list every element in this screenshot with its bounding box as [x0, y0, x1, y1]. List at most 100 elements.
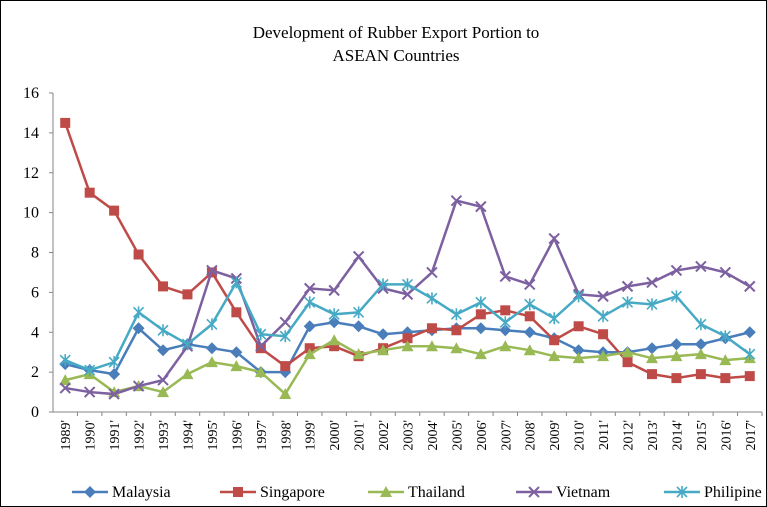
marker	[524, 311, 535, 322]
marker	[59, 382, 71, 394]
marker	[548, 350, 561, 362]
x-tick-label: 2002'	[377, 420, 392, 451]
x-tick-label: 2006'	[475, 420, 490, 451]
marker	[328, 316, 341, 329]
marker	[573, 321, 584, 332]
marker	[59, 374, 72, 386]
marker	[279, 316, 291, 328]
marker	[474, 322, 487, 335]
marker	[84, 364, 96, 377]
marker	[108, 368, 121, 381]
marker	[108, 356, 120, 369]
marker	[598, 329, 609, 340]
marker	[304, 296, 316, 309]
marker	[744, 280, 756, 293]
marker	[573, 290, 585, 303]
marker	[133, 306, 145, 319]
marker	[528, 486, 540, 498]
marker	[205, 356, 218, 368]
marker	[597, 310, 609, 323]
marker	[670, 338, 683, 351]
legend-label: Vietnam	[556, 484, 611, 501]
marker	[676, 486, 688, 498]
marker	[158, 281, 169, 292]
marker	[157, 374, 169, 386]
x-tick-label: 1992'	[133, 420, 148, 451]
marker	[475, 309, 486, 320]
marker	[670, 350, 683, 362]
x-tick-label: 2011'	[597, 420, 612, 450]
x-tick-label: 2017'	[744, 420, 759, 451]
legend-label: Singapore	[260, 484, 325, 501]
marker	[83, 386, 96, 398]
marker	[499, 340, 512, 352]
marker	[279, 330, 291, 343]
marker	[425, 340, 438, 352]
marker	[352, 320, 365, 333]
marker	[743, 326, 756, 339]
marker	[523, 344, 536, 356]
marker	[450, 194, 463, 207]
x-tick-label: 2014'	[670, 420, 685, 451]
marker	[499, 270, 512, 283]
marker	[500, 305, 511, 316]
legend-label: Philipine	[704, 484, 762, 501]
marker	[475, 200, 487, 213]
x-tick-label: 2007'	[499, 420, 514, 451]
y-tick-label: 8	[31, 245, 39, 262]
marker	[280, 361, 291, 372]
marker	[621, 296, 634, 309]
x-tick-label: 2005'	[450, 420, 465, 451]
x-tick-label: 1995'	[206, 420, 221, 451]
marker	[230, 360, 243, 372]
x-tick-label: 1990'	[84, 420, 99, 451]
marker	[108, 388, 120, 400]
marker	[670, 264, 683, 277]
marker	[451, 325, 462, 336]
marker	[353, 306, 365, 319]
x-tick-label: 1991'	[108, 420, 123, 451]
marker	[377, 344, 390, 356]
marker	[279, 388, 292, 400]
x-tick-label: 2010'	[573, 420, 588, 451]
marker	[474, 348, 487, 360]
marker	[720, 373, 731, 384]
marker	[303, 282, 316, 295]
x-tick-label: 1994'	[181, 420, 196, 451]
marker	[380, 486, 392, 497]
marker	[450, 308, 462, 321]
marker	[84, 187, 95, 198]
marker	[646, 298, 658, 311]
marker	[205, 342, 218, 355]
marker	[524, 278, 536, 291]
chart-title: Development of Rubber Export Portion to	[253, 23, 540, 42]
marker	[255, 328, 267, 341]
marker	[694, 348, 707, 360]
marker	[328, 308, 340, 321]
marker	[377, 278, 389, 291]
marker	[230, 276, 242, 289]
marker	[133, 249, 144, 260]
marker	[255, 343, 266, 354]
y-tick-label: 4	[31, 324, 39, 341]
marker	[231, 307, 242, 318]
marker	[401, 288, 414, 301]
marker	[401, 278, 414, 291]
x-tick-label: 1999'	[304, 420, 319, 451]
marker	[328, 334, 341, 346]
legend-label: Malaysia	[112, 484, 171, 501]
y-tick-label: 16	[23, 85, 39, 102]
x-tick-label: 2003'	[402, 420, 417, 451]
marker	[426, 266, 438, 279]
marker	[597, 350, 610, 362]
marker	[549, 335, 560, 346]
marker	[377, 328, 390, 341]
marker	[744, 348, 756, 361]
x-tick-label: 2012'	[622, 420, 637, 451]
marker	[402, 333, 413, 344]
marker	[254, 366, 267, 378]
marker	[719, 354, 732, 366]
marker	[426, 292, 438, 305]
marker	[157, 386, 170, 398]
marker	[695, 260, 707, 273]
